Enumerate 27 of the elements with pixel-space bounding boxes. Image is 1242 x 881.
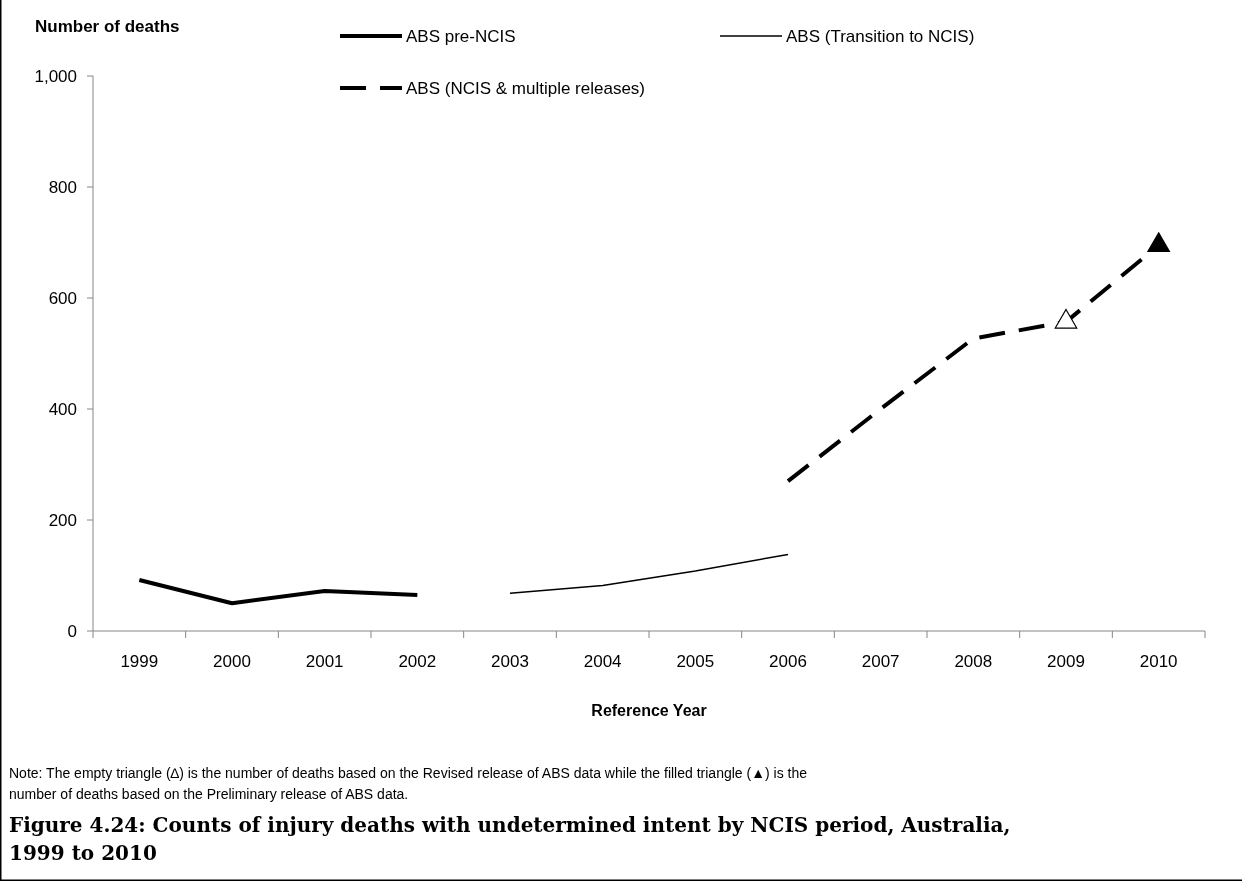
x-tick-label: 1999 <box>120 652 159 671</box>
x-tick-label: 2000 <box>213 652 251 671</box>
y-tick-label: 200 <box>48 510 77 530</box>
text: Note: The empty triangle (∆) is the number of deaths based on the Revised release of ABS data while the filled triangle (▲) is the number of deaths based on the Preliminary release of ABS data. <box>9 765 808 802</box>
x-tick-label: 2003 <box>491 652 529 671</box>
x-tick-label: 2009 <box>1047 652 1085 671</box>
y-tick-label: 1,000 <box>34 66 77 86</box>
y-tick-label: 400 <box>48 399 77 419</box>
legend-label: ABS pre-NCIS <box>406 26 516 46</box>
y-tick-label: 800 <box>48 177 77 197</box>
legend-label: ABS (NCIS & multiple releases) <box>406 78 646 98</box>
x-tick-label: 2004 <box>583 652 622 671</box>
text: Figure 4.24: Counts of injury deaths with undetermined intent by NCIS period, Australia, 1999 to 2010 <box>9 813 1011 865</box>
x-tick-label: 2002 <box>398 652 437 671</box>
x-tick-label: 2008 <box>954 652 993 671</box>
x-tick-label: 2006 <box>769 652 807 671</box>
y-tick-label: 0 <box>67 621 77 641</box>
line-series <box>509 553 789 595</box>
x-axis-title: Reference Year <box>591 702 707 719</box>
x-tick-label: 2005 <box>676 652 715 671</box>
legend-label: ABS (Transition to NCIS) <box>786 26 975 46</box>
y-tick-label: 600 <box>48 288 77 308</box>
y-axis-title: Number of deaths <box>35 17 180 36</box>
x-tick-label: 2010 <box>1139 652 1178 671</box>
x-tick-label: 2001 <box>305 652 344 671</box>
line-series <box>137 577 420 606</box>
x-tick-label: 2007 <box>861 652 900 671</box>
